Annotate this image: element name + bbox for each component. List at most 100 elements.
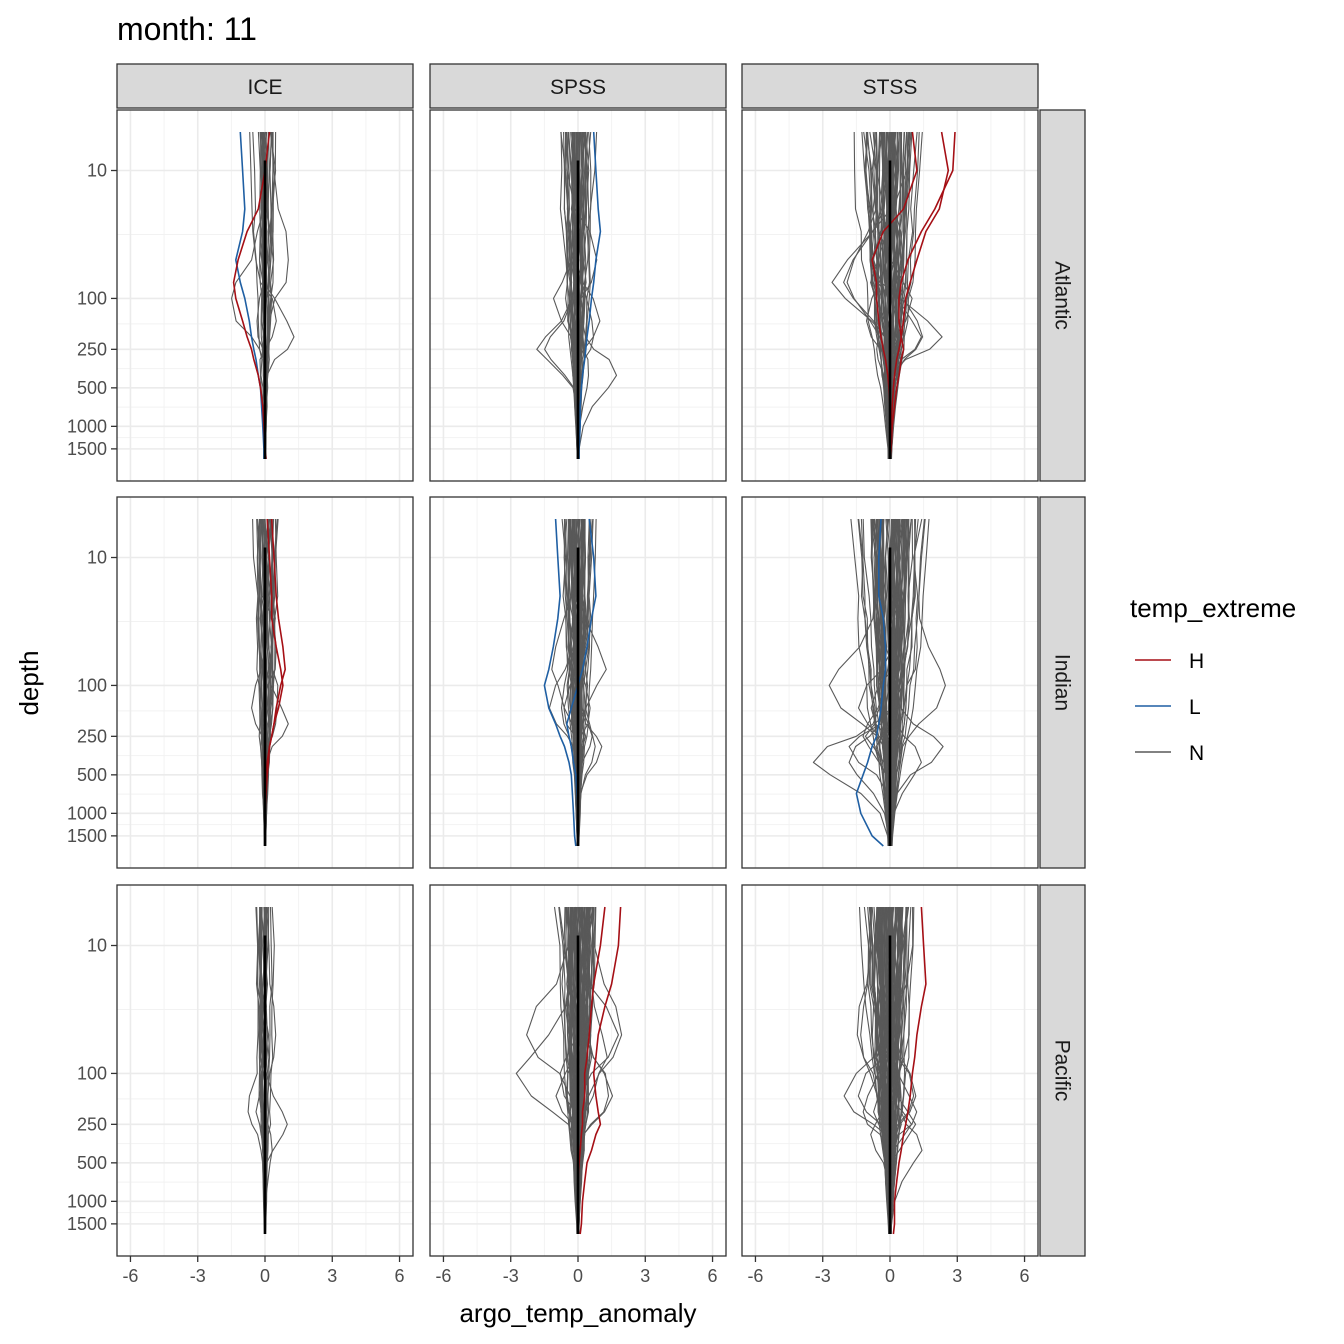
profile-line-n bbox=[878, 518, 890, 847]
x-tick-label: -6 bbox=[747, 1266, 763, 1286]
panel-pacific-stss bbox=[741, 884, 1039, 1257]
profile-line-n bbox=[869, 131, 890, 460]
strip-background bbox=[1039, 884, 1086, 1257]
profile-line-l bbox=[543, 518, 577, 847]
panel-indian-spss bbox=[429, 496, 727, 869]
profile-line-n bbox=[850, 518, 889, 847]
profile-line-n bbox=[890, 518, 919, 847]
panel-border bbox=[741, 496, 1039, 869]
panel-indian-ice bbox=[116, 496, 414, 869]
panel-border bbox=[429, 496, 727, 869]
profile-line-n bbox=[890, 518, 910, 847]
panel-border bbox=[116, 496, 414, 869]
y-tick-label: 100 bbox=[77, 288, 107, 308]
column-strip-label: ICE bbox=[247, 76, 282, 99]
panel-atlantic-ice bbox=[116, 109, 414, 482]
profile-line-n bbox=[865, 131, 890, 460]
facet-panels bbox=[116, 109, 1039, 1257]
panel-pacific-spss bbox=[429, 884, 727, 1257]
profile-line-h bbox=[232, 131, 271, 460]
profile-line-n bbox=[858, 518, 890, 847]
profile-line-n bbox=[553, 906, 578, 1235]
profile-line-n bbox=[878, 906, 914, 1235]
y-tick-label: 250 bbox=[77, 1114, 107, 1134]
profile-line-l bbox=[235, 131, 265, 459]
x-tick-label: 3 bbox=[952, 1266, 962, 1286]
y-tick-label: 250 bbox=[77, 339, 107, 359]
y-tick-label: 100 bbox=[77, 1063, 107, 1083]
y-tick-label: 1500 bbox=[67, 439, 107, 459]
y-tick-label: 1500 bbox=[67, 826, 107, 846]
x-tick-label: 0 bbox=[885, 1266, 895, 1286]
row-strip: Pacific bbox=[1039, 884, 1086, 1257]
panel-indian-stss bbox=[741, 496, 1039, 869]
profile-line-n bbox=[264, 906, 275, 1235]
panel-border bbox=[116, 109, 414, 482]
x-tick-label: 3 bbox=[327, 1266, 337, 1286]
x-tick-label: 0 bbox=[573, 1266, 583, 1286]
profile-line-n bbox=[890, 131, 923, 460]
profile-line-l bbox=[855, 518, 887, 847]
strip-background bbox=[1039, 109, 1086, 482]
profile-line-h bbox=[579, 906, 622, 1235]
y-axis-title: depth bbox=[14, 650, 44, 715]
x-tick-label: 6 bbox=[708, 1266, 718, 1286]
profile-line-n bbox=[890, 906, 923, 1235]
x-tick-label: 3 bbox=[640, 1266, 650, 1286]
column-strip: ICE bbox=[116, 63, 414, 109]
strip-background bbox=[429, 63, 727, 109]
strip-background bbox=[741, 63, 1039, 109]
profile-line-n bbox=[891, 518, 930, 847]
row-strip-label: Pacific bbox=[1051, 1040, 1074, 1102]
y-tick-label: 100 bbox=[77, 675, 107, 695]
legend-label: H bbox=[1189, 650, 1204, 673]
profile-line-n bbox=[869, 906, 890, 1235]
y-tick-label: 10 bbox=[87, 161, 107, 181]
y-tick-label: 250 bbox=[77, 726, 107, 746]
profile-line-n bbox=[566, 906, 579, 1235]
legend-item: L bbox=[1135, 696, 1201, 719]
legend-label: N bbox=[1189, 742, 1204, 765]
y-tick-label: 10 bbox=[87, 548, 107, 568]
row-strip-label: Atlantic bbox=[1051, 261, 1074, 330]
x-tick-label: -6 bbox=[435, 1266, 451, 1286]
y-tick-label: 1500 bbox=[67, 1214, 107, 1234]
legend-label: L bbox=[1189, 696, 1201, 719]
legend-item: H bbox=[1135, 650, 1204, 673]
y-tick-label: 1000 bbox=[67, 1191, 107, 1211]
legend-item: N bbox=[1135, 742, 1204, 765]
y-tick-label: 10 bbox=[87, 936, 107, 956]
panel-atlantic-stss bbox=[741, 109, 1039, 482]
x-tick-label: 6 bbox=[395, 1266, 405, 1286]
profile-line-l bbox=[578, 131, 602, 459]
column-strip: SPSS bbox=[429, 63, 727, 109]
profile-line-h bbox=[892, 906, 927, 1235]
panel-pacific-ice bbox=[116, 884, 414, 1257]
column-strip-label: STSS bbox=[863, 76, 918, 99]
row-strip: Atlantic bbox=[1039, 109, 1086, 482]
profile-line-n bbox=[891, 518, 946, 847]
x-tick-label: 0 bbox=[260, 1266, 270, 1286]
x-axis-title: argo_temp_anomaly bbox=[459, 1298, 696, 1328]
profile-line-n bbox=[846, 131, 891, 460]
panel-border bbox=[741, 109, 1039, 482]
strip-background bbox=[116, 63, 414, 109]
y-tick-label: 500 bbox=[77, 378, 107, 398]
profile-line-n bbox=[567, 518, 579, 847]
x-tick-label: -3 bbox=[815, 1266, 831, 1286]
profile-line-n bbox=[853, 131, 889, 460]
y-tick-label: 1000 bbox=[67, 416, 107, 436]
profile-line-n bbox=[555, 906, 591, 1235]
y-tick-label: 1000 bbox=[67, 803, 107, 823]
profile-line-n bbox=[879, 906, 891, 1235]
strip-background bbox=[1039, 496, 1086, 869]
row-strip: Indian bbox=[1039, 496, 1086, 869]
x-tick-label: -6 bbox=[122, 1266, 138, 1286]
profile-line-n bbox=[567, 131, 579, 460]
column-strip: STSS bbox=[741, 63, 1039, 109]
profile-line-n bbox=[577, 906, 610, 1235]
profile-line-n bbox=[890, 518, 905, 847]
x-tick-label: -3 bbox=[190, 1266, 206, 1286]
panel-atlantic-spss bbox=[429, 109, 727, 482]
panel-border bbox=[429, 109, 727, 482]
